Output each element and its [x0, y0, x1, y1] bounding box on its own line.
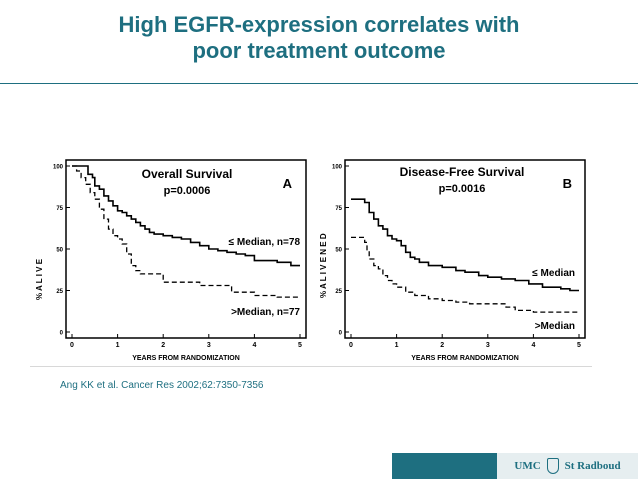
- series-label-1: >Median: [535, 321, 575, 332]
- slide-title-line1: High EGFR-expression correlates with: [118, 12, 520, 37]
- umc-st-radboud-logo: UMC St Radboud: [497, 453, 638, 479]
- y-tick-label: 25: [335, 289, 342, 295]
- crest-icon: [546, 458, 559, 474]
- y-tick-label: 75: [335, 206, 342, 212]
- ylabel: % A L I V E N E D: [319, 233, 328, 298]
- citation: Ang KK et al. Cancer Res 2002;62:7350-73…: [60, 380, 264, 391]
- x-tick-label: 5: [298, 342, 302, 349]
- y-tick-label: 50: [335, 248, 342, 254]
- logo-text-right: St Radboud: [564, 460, 621, 472]
- x-tick-label: 0: [70, 342, 74, 349]
- x-tick-label: 1: [395, 342, 399, 349]
- chart-title: Disease-Free Survival: [400, 165, 525, 179]
- x-tick-label: 3: [207, 342, 211, 349]
- x-tick-label: 2: [440, 342, 444, 349]
- series-label-0: ≤ Median: [532, 268, 575, 279]
- xlabel: YEARS FROM RANDOMIZATION: [132, 355, 240, 362]
- chart-subtitle: p=0.0006: [164, 185, 211, 197]
- y-tick-label: 0: [339, 331, 343, 337]
- y-tick-label: 25: [56, 289, 63, 295]
- x-tick-label: 4: [531, 342, 535, 349]
- ylabel: % A L I V E: [35, 258, 44, 300]
- y-tick-label: 0: [60, 331, 64, 337]
- x-tick-label: 3: [486, 342, 490, 349]
- panel-label: A: [283, 176, 293, 191]
- survival-figure: % A L I V E Overall Survival p=0.0006 A …: [30, 150, 592, 368]
- slide-title-line2: poor treatment outcome: [192, 38, 446, 63]
- series-label-0: ≤ Median, n=78: [229, 237, 301, 248]
- title-divider: [0, 83, 638, 84]
- chart-title: Overall Survival: [142, 167, 233, 181]
- series-line-0: [351, 198, 579, 292]
- x-tick-label: 4: [252, 342, 256, 349]
- y-tick-label: 50: [56, 248, 63, 254]
- survival-charts-svg: % A L I V E Overall Survival p=0.0006 A …: [35, 159, 586, 362]
- figure-divider: [30, 366, 592, 367]
- series-line-0: [72, 165, 300, 267]
- slide-title: High EGFR-expression correlates with poo…: [0, 12, 638, 64]
- series-line-1: [72, 165, 300, 298]
- x-tick-label: 0: [349, 342, 353, 349]
- panel-overall-survival: % A L I V E Overall Survival p=0.0006 A …: [35, 159, 307, 362]
- panel-disease-free-survival: % A L I V E N E D Disease-Free Survival …: [319, 159, 586, 362]
- footer-band: [392, 453, 497, 479]
- x-tick-label: 5: [577, 342, 581, 349]
- panel-label: B: [563, 176, 572, 191]
- series-label-1: >Median, n=77: [231, 307, 300, 318]
- xlabel: YEARS FROM RANDOMIZATION: [411, 355, 519, 362]
- x-tick-label: 2: [161, 342, 165, 349]
- y-tick-label: 100: [332, 165, 343, 171]
- chart-subtitle: p=0.0016: [439, 183, 486, 195]
- x-tick-label: 1: [116, 342, 120, 349]
- series-line-1: [351, 236, 579, 313]
- logo-text-left: UMC: [514, 460, 541, 472]
- y-tick-label: 100: [53, 165, 64, 171]
- y-tick-label: 75: [56, 206, 63, 212]
